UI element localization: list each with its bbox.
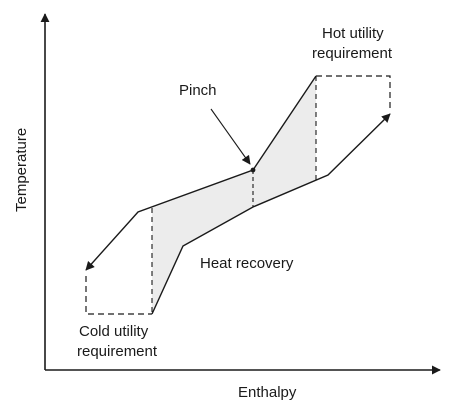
pinch-pointer-arrow [210, 108, 251, 165]
hot-utility-label-line1: Hot utility [322, 25, 384, 42]
cold-utility-label-line2: requirement [77, 343, 158, 360]
hot-composite-curve [85, 75, 317, 271]
x-axis-label: Enthalpy [238, 384, 297, 401]
hot-utility-label-line2: requirement [312, 45, 393, 62]
cold-utility-bracket [85, 276, 152, 315]
pinch-point [250, 167, 256, 173]
pinch-label: Pinch [179, 82, 217, 99]
heat-recovery-region [152, 76, 316, 314]
heat-recovery-label: Heat recovery [200, 255, 294, 272]
y-axis-label: Temperature [13, 128, 30, 212]
hot-utility-bracket [316, 75, 391, 110]
cold-utility-label-line1: Cold utility [79, 323, 149, 340]
